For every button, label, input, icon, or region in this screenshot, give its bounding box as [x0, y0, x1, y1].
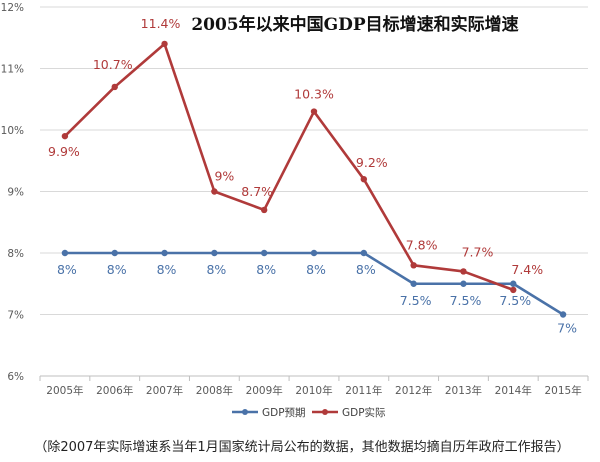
data-label-actual: 10.7% [93, 57, 133, 72]
data-labels: 8% 8% 8% 8% 8% 8% 8% 7.5% 7.5% 7.5% 7% 9.9% 10.7% 11.… [48, 16, 577, 336]
data-point [260, 249, 268, 257]
x-tick-label: 2010年 [295, 384, 332, 397]
chart-title: 2005年以来中国GDP目标增速和实际增速 [191, 14, 518, 35]
data-label-actual: 7.8% [406, 237, 438, 252]
x-tick-label: 2013年 [445, 384, 482, 397]
data-point [111, 83, 118, 91]
legend-label-gdp-target: GDP预期 [262, 407, 306, 419]
data-point [161, 40, 168, 48]
data-point [61, 249, 69, 257]
x-tick-label: 2007年 [146, 384, 183, 397]
data-point [211, 188, 218, 195]
y-tick-label: 8% [7, 248, 24, 260]
data-label-actual: 9% [214, 169, 234, 184]
data-label-target: 8% [356, 262, 376, 277]
chart-footnote: （除2007年实际增速系当年1月国家统计局公布的数据，其他数据均摘自历年政府工作… [34, 439, 569, 455]
x-tick-label: 2005年 [46, 384, 83, 397]
data-point [310, 249, 318, 257]
legend-label-gdp-actual: GDP实际 [342, 406, 386, 419]
data-label-actual: 9.2% [356, 155, 388, 170]
x-tick-label: 2015年 [544, 384, 581, 397]
data-point [460, 268, 467, 275]
data-label-actual: 7.7% [462, 244, 494, 259]
data-label-target: 7.5% [400, 293, 432, 308]
x-tick-label: 2014年 [495, 384, 532, 397]
y-tick-label: 11% [1, 64, 24, 76]
y-axis-ticks: 6% 7% 8% 9% 10% 11% 12% [1, 2, 24, 383]
data-label-target: 8% [206, 262, 226, 277]
data-point [61, 132, 69, 140]
data-point [410, 280, 417, 287]
data-label-target: 7% [557, 321, 577, 336]
data-label-target: 8% [256, 262, 276, 277]
data-point [360, 249, 368, 257]
y-tick-label: 6% [7, 371, 24, 383]
x-tick-label: 2011年 [345, 384, 382, 397]
y-tick-label: 10% [1, 125, 24, 137]
y-tick-label: 9% [7, 187, 24, 199]
data-label-target: 8% [107, 262, 127, 277]
x-axis-ticks: 2005年 2006年 2007年 2008年 2009年 2010年 2011年 2012年… [39, 376, 589, 397]
series-lines [61, 40, 567, 318]
data-label-target: 8% [57, 262, 77, 277]
series-line-gdp-actual [63, 42, 514, 292]
data-point [460, 280, 467, 287]
data-point [161, 249, 168, 257]
data-point [310, 108, 318, 115]
legend-marker-gdp-actual [322, 409, 328, 415]
data-point [360, 176, 368, 183]
legend: GDP预期 GDP实际 [232, 406, 386, 419]
data-label-actual: 9.9% [48, 144, 80, 159]
data-point [510, 286, 517, 294]
y-tick-label: 12% [1, 2, 24, 14]
data-label-target: 8% [157, 262, 177, 277]
data-point [410, 262, 417, 269]
data-point [111, 249, 118, 257]
data-label-target: 8% [306, 262, 326, 277]
legend-marker-gdp-target [242, 409, 248, 415]
y-tick-label: 7% [7, 310, 24, 322]
data-point [211, 249, 218, 257]
data-label-actual: 11.4% [141, 16, 181, 31]
data-label-target: 7.5% [450, 293, 482, 308]
data-point [510, 280, 517, 287]
data-point [260, 206, 268, 214]
data-label-target: 7.5% [499, 293, 531, 308]
x-tick-label: 2012年 [395, 384, 432, 397]
x-tick-label: 2009年 [246, 384, 283, 397]
data-label-actual: 10.3% [294, 87, 334, 102]
data-point [559, 311, 567, 318]
x-tick-label: 2006年 [96, 384, 133, 397]
data-label-actual: 7.4% [511, 262, 543, 277]
x-tick-label: 2008年 [196, 384, 233, 397]
data-label-actual: 8.7% [241, 184, 273, 199]
